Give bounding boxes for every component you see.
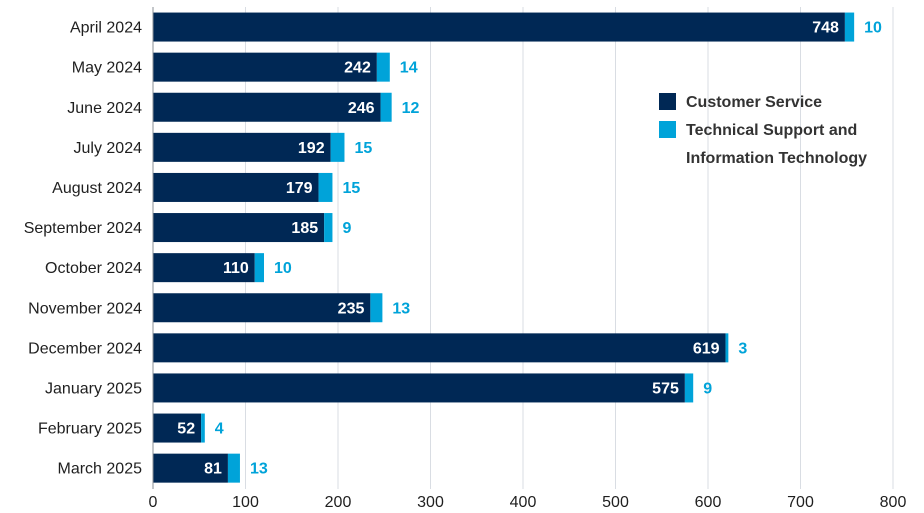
gridlines <box>152 7 894 489</box>
bar-customer-service <box>153 132 331 162</box>
category-label: August 2024 <box>52 180 142 197</box>
x-tick-label: 200 <box>325 494 352 511</box>
data-label-customer-service: 748 <box>812 20 839 37</box>
bar-customer-service <box>153 253 255 283</box>
x-tick-label: 300 <box>417 494 444 511</box>
category-label: March 2025 <box>58 461 143 478</box>
bar-technical-support <box>725 333 729 363</box>
bar-technical-support <box>370 293 383 323</box>
legend-swatch <box>659 121 676 138</box>
data-label-customer-service: 52 <box>177 421 195 438</box>
bar-customer-service <box>153 333 726 363</box>
bar-customer-service <box>153 373 685 403</box>
data-label-technical-support: 9 <box>703 380 712 397</box>
bar-customer-service <box>153 293 371 323</box>
x-tick-label: 600 <box>695 494 722 511</box>
data-label-customer-service: 242 <box>344 60 371 77</box>
bar-customer-service <box>153 52 377 82</box>
data-label-technical-support: 15 <box>342 180 360 197</box>
data-label-customer-service: 185 <box>291 220 318 237</box>
bar-customer-service <box>153 453 228 483</box>
data-label-customer-service: 81 <box>204 461 222 478</box>
data-label-technical-support: 14 <box>400 60 418 77</box>
category-labels: April 2024 May 2024 June 2024 July 2024 Augu… <box>24 20 142 478</box>
data-label-customer-service: 619 <box>693 340 720 357</box>
data-label-technical-support: 13 <box>250 461 268 478</box>
data-label-technical-support: 3 <box>738 340 747 357</box>
category-label: January 2025 <box>45 380 142 397</box>
data-label-customer-service: 246 <box>348 100 375 117</box>
bars: 748 10 242 14 246 12 192 15 179 15 185 9 110 10 235 13 6… <box>153 12 882 483</box>
data-label-technical-support: 4 <box>215 421 224 438</box>
category-label: April 2024 <box>70 20 142 37</box>
bar-technical-support <box>227 453 240 483</box>
bar-customer-service <box>153 213 325 243</box>
legend: Customer Service Technical Support and Inf… <box>659 93 867 167</box>
data-label-customer-service: 179 <box>286 180 313 197</box>
bar-customer-service <box>153 12 845 42</box>
bar-technical-support <box>376 52 390 82</box>
bar-technical-support <box>844 12 855 42</box>
category-label: September 2024 <box>24 220 142 237</box>
bar-technical-support <box>380 92 392 122</box>
data-label-technical-support: 13 <box>392 300 410 317</box>
x-tick-label: 500 <box>602 494 629 511</box>
x-tick-label: 700 <box>787 494 814 511</box>
legend-label: Technical Support and <box>686 122 857 139</box>
data-label-technical-support: 10 <box>864 20 882 37</box>
data-label-customer-service: 192 <box>298 140 325 157</box>
category-label: December 2024 <box>28 340 142 357</box>
category-label: November 2024 <box>28 300 142 317</box>
x-tick-label: 800 <box>880 494 907 511</box>
bar-technical-support <box>201 413 205 443</box>
data-label-technical-support: 9 <box>342 220 351 237</box>
data-label-customer-service: 110 <box>223 260 249 277</box>
category-label: June 2024 <box>67 100 142 117</box>
x-tick-label: 400 <box>510 494 537 511</box>
category-label: July 2024 <box>74 140 143 157</box>
bar-technical-support <box>684 373 694 403</box>
data-label-technical-support: 15 <box>354 140 372 157</box>
bar-technical-support <box>324 213 333 243</box>
legend-label: Customer Service <box>686 94 822 111</box>
bar-customer-service <box>153 413 202 443</box>
data-label-customer-service: 575 <box>652 380 679 397</box>
category-label: May 2024 <box>72 60 142 77</box>
data-label-customer-service: 235 <box>338 300 365 317</box>
legend-swatch <box>659 93 676 110</box>
bar-technical-support <box>254 253 264 283</box>
x-tick-label: 100 <box>232 494 259 511</box>
data-label-technical-support: 10 <box>274 260 292 277</box>
bar-customer-service <box>153 172 319 202</box>
x-axis: 0 100 200 300 400 500 600 700 800 <box>149 7 907 511</box>
data-label-technical-support: 12 <box>402 100 420 117</box>
category-label: February 2025 <box>38 421 142 438</box>
bar-technical-support <box>318 172 333 202</box>
category-label: October 2024 <box>45 260 142 277</box>
x-tick-label: 0 <box>149 494 158 511</box>
bar-technical-support <box>330 132 345 162</box>
bar-customer-service <box>153 92 381 122</box>
legend-label: Information Technology <box>686 150 867 167</box>
